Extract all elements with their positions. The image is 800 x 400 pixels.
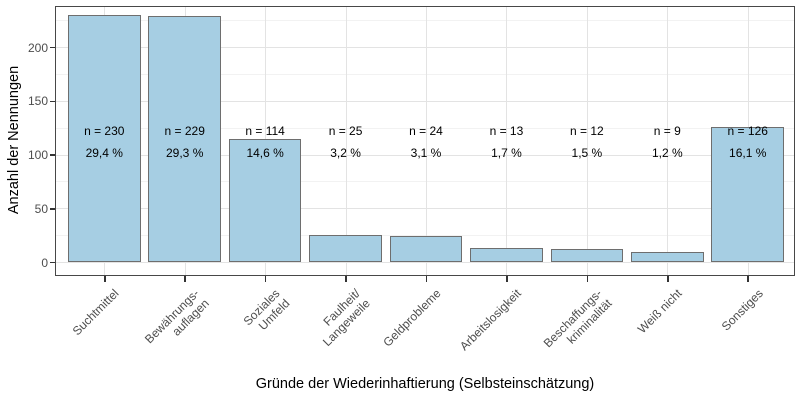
gridline-vertical bbox=[345, 7, 347, 275]
bar-pct-label: 1,5 % bbox=[571, 146, 603, 160]
bar-pct-label: 29,3 % bbox=[166, 146, 204, 160]
bar-value-label: n = 229 29,3 % bbox=[140, 120, 230, 164]
bar-n-label: n = 9 bbox=[653, 124, 681, 138]
gridline-minor bbox=[56, 181, 794, 183]
y-tick-mark bbox=[49, 261, 55, 264]
x-tick-mark bbox=[667, 276, 669, 282]
bar-pct-label: 1,7 % bbox=[491, 146, 522, 160]
bar-value-label: n = 13 1,7 % bbox=[461, 120, 551, 164]
gridline-vertical bbox=[667, 7, 669, 275]
bar-value-label: n = 230 29,4 % bbox=[59, 120, 149, 164]
gridline-minor bbox=[56, 235, 794, 237]
x-tick-mark bbox=[345, 276, 347, 282]
bar-1 bbox=[68, 14, 141, 262]
x-tick-label: Sonstiges bbox=[718, 286, 766, 334]
bar-pct-label: 3,1 % bbox=[410, 146, 442, 160]
x-tick-label: Bewährungs- auflagen bbox=[142, 286, 212, 347]
bar-value-label: n = 24 3,1 % bbox=[381, 120, 471, 164]
x-tick-mark bbox=[747, 276, 749, 282]
x-tick-mark bbox=[586, 276, 589, 282]
x-tick-mark bbox=[184, 276, 186, 282]
gridline-vertical bbox=[586, 7, 588, 275]
bar-pct-label: 1,2 % bbox=[651, 146, 683, 160]
bar-pct-label: 3,2 % bbox=[330, 146, 361, 160]
bar-n-label: n = 13 bbox=[489, 124, 524, 138]
bar-n-label: n = 12 bbox=[570, 124, 604, 138]
bar-n-label: n = 24 bbox=[409, 124, 443, 138]
bar-n-label: n = 229 bbox=[164, 124, 205, 138]
bar-3 bbox=[228, 139, 302, 262]
bar-6 bbox=[470, 248, 543, 262]
bar-5 bbox=[389, 236, 463, 262]
x-tick-label: Suchtmittel bbox=[70, 286, 122, 339]
gridline-major bbox=[56, 262, 794, 263]
x-tick-label: Beschaffungs- kriminalität bbox=[540, 286, 615, 351]
y-tick-label: 100 bbox=[27, 148, 48, 162]
x-tick-label: Geldprobleme bbox=[380, 286, 444, 350]
bar-9 bbox=[711, 126, 784, 262]
x-tick-mark bbox=[264, 276, 267, 282]
bar-pct-label: 14,6 % bbox=[246, 146, 284, 160]
gridline-vertical bbox=[426, 7, 427, 275]
gridline-minor bbox=[56, 73, 794, 75]
bar-n-label: n = 25 bbox=[328, 124, 363, 138]
bar-n-label: n = 126 bbox=[727, 124, 768, 138]
bar-value-label: n = 114 14,6 % bbox=[220, 120, 310, 164]
x-tick-label: Faulheit/ Langeweile bbox=[319, 286, 373, 349]
bar-value-label: n = 25 3,2 % bbox=[301, 120, 391, 164]
bar-pct-label: 16,1 % bbox=[729, 146, 767, 160]
bar-4 bbox=[309, 235, 382, 262]
bar-n-label: n = 114 bbox=[245, 124, 285, 138]
x-tick-mark bbox=[506, 276, 508, 282]
y-tick-label: 150 bbox=[27, 94, 48, 109]
gridline-minor bbox=[56, 127, 794, 129]
x-tick-label: Arbeitslosigkeit bbox=[457, 286, 525, 354]
gridline-major bbox=[56, 100, 794, 102]
y-tick-label: 50 bbox=[34, 201, 48, 216]
plot-panel: n = 230 29,4 % n = 229 29,3 % n = 114 14,6 % n… bbox=[55, 6, 795, 276]
x-tick-mark bbox=[425, 276, 428, 282]
x-tick-label: Weiß nicht bbox=[635, 286, 686, 337]
y-tick-mark bbox=[49, 100, 55, 102]
gridline-major bbox=[56, 208, 794, 210]
y-tick-mark bbox=[49, 154, 55, 156]
gridline-vertical bbox=[506, 7, 508, 275]
y-tick-mark bbox=[49, 46, 55, 49]
bar-value-label: n = 12 1,5 % bbox=[542, 120, 632, 164]
bar-value-label: n = 126 16,1 % bbox=[703, 120, 793, 164]
bar-value-label: n = 9 1,2 % bbox=[622, 120, 712, 164]
x-axis-title: Gründe der Wiederinhaftierung (Selbstein… bbox=[255, 376, 595, 392]
y-tick-label: 0 bbox=[41, 255, 48, 270]
bar-n-label: n = 230 bbox=[84, 124, 125, 138]
y-axis-title: Anzahl der Nennungen bbox=[6, 65, 22, 215]
gridline-minor bbox=[56, 20, 794, 22]
gridline-major bbox=[56, 154, 794, 156]
y-tick-mark bbox=[49, 208, 55, 210]
bar-8 bbox=[631, 252, 704, 262]
y-tick-label: 200 bbox=[27, 40, 48, 55]
bar-pct-label: 29,4 % bbox=[85, 146, 123, 160]
gridline-major bbox=[56, 47, 794, 48]
x-tick-label: Soziales Umfeld bbox=[240, 286, 293, 333]
bar-7 bbox=[550, 249, 624, 262]
x-tick-mark bbox=[104, 276, 106, 282]
bar-2 bbox=[148, 15, 221, 262]
